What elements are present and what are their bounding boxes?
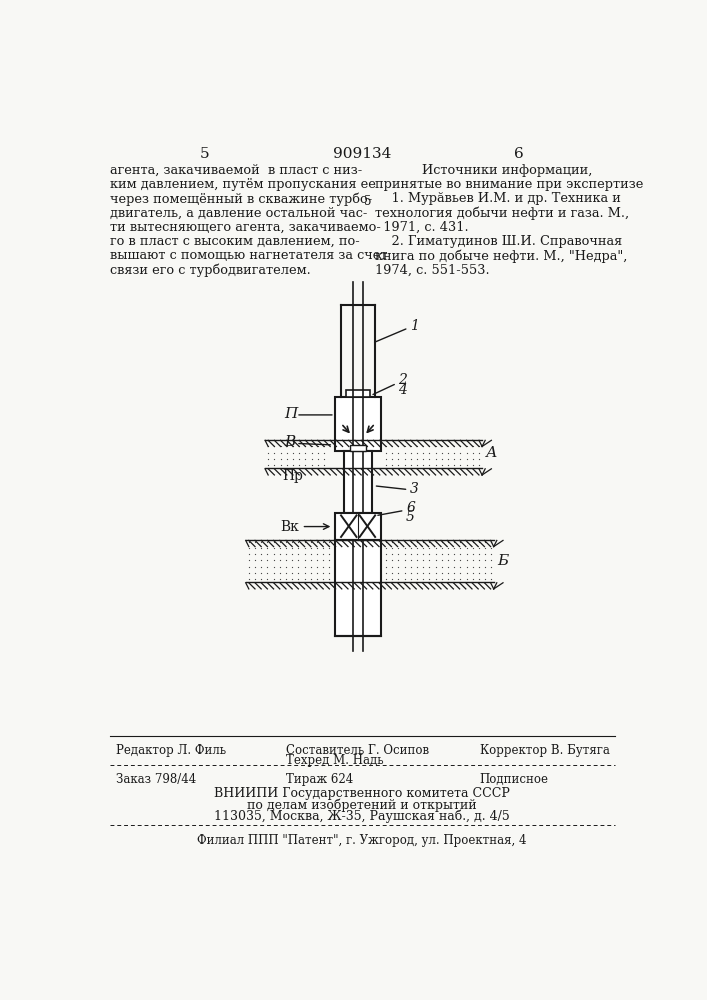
Text: Б: Б (498, 554, 509, 568)
Text: ти вытесняющего агента, закачиваемо-: ти вытесняющего агента, закачиваемо- (110, 221, 381, 234)
Text: по делам изобретений и открытий: по делам изобретений и открытий (247, 798, 477, 812)
Text: Составитель Г. Осипов: Составитель Г. Осипов (286, 744, 429, 757)
Text: Источники информации,: Источники информации, (421, 164, 592, 177)
Text: А: А (486, 446, 498, 460)
Text: 3: 3 (410, 482, 419, 496)
Bar (346, 389, 370, 397)
Text: 6: 6 (513, 147, 523, 161)
Text: связи его с турбодвигателем.: связи его с турбодвигателем. (110, 264, 311, 277)
Bar (344, 451, 372, 513)
Text: 1: 1 (410, 319, 419, 333)
Text: ким давлением, путём пропускания ее: ким давлением, путём пропускания ее (110, 178, 376, 191)
Text: Техред М. Надь: Техред М. Надь (286, 754, 384, 767)
Text: агента, закачиваемой  в пласт с низ-: агента, закачиваемой в пласт с низ- (110, 164, 362, 177)
Text: ВНИИПИ Государственного комитета СССР: ВНИИПИ Государственного комитета СССР (214, 787, 510, 800)
Text: 113035, Москва, Ж-35, Раушская наб., д. 4/5: 113035, Москва, Ж-35, Раушская наб., д. … (214, 810, 510, 823)
Text: Филиал ППП "Патент", г. Ужгород, ул. Проектная, 4: Филиал ППП "Патент", г. Ужгород, ул. Про… (197, 834, 527, 847)
Text: двигатель, а давление остальной час-: двигатель, а давление остальной час- (110, 207, 368, 220)
Bar (335, 513, 381, 540)
Text: Подписное: Подписное (480, 773, 549, 786)
Text: П: П (284, 407, 298, 421)
Bar (335, 540, 381, 636)
Bar (335, 397, 381, 451)
Text: го в пласт с высоким давлением, по-: го в пласт с высоким давлением, по- (110, 235, 360, 248)
Text: 1974, с. 551-553.: 1974, с. 551-553. (375, 264, 490, 277)
Bar (341, 305, 375, 397)
Text: 1. Мурăвьев И.М. и др. Техника и: 1. Мурăвьев И.М. и др. Техника и (375, 192, 621, 205)
Text: В: В (284, 435, 296, 449)
Text: Заказ 798/44: Заказ 798/44 (115, 773, 196, 786)
Text: 5: 5 (406, 510, 415, 524)
Text: 2. Гиматудинов Ш.И. Справочная: 2. Гиматудинов Ш.И. Справочная (375, 235, 622, 248)
Text: Корректор В. Бутяга: Корректор В. Бутяга (480, 744, 609, 757)
Text: технология добычи нефти и газа. М.,: технология добычи нефти и газа. М., (375, 207, 629, 220)
Text: 2: 2 (397, 373, 407, 387)
Text: 1971, с. 431.: 1971, с. 431. (375, 221, 469, 234)
Text: Тираж 624: Тираж 624 (286, 773, 354, 786)
Bar (351, 445, 366, 451)
Text: 6: 6 (406, 501, 415, 515)
Text: книга по добыче нефти. М., "Недра",: книга по добыче нефти. М., "Недра", (375, 249, 628, 263)
Text: 5: 5 (363, 195, 371, 208)
Text: через помещённый в скважине турбо-: через помещённый в скважине турбо- (110, 192, 373, 206)
Text: Вк: Вк (281, 520, 300, 534)
Text: вышают с помощью нагнетателя за счет: вышают с помощью нагнетателя за счет (110, 249, 387, 262)
Text: Пр: Пр (282, 469, 303, 483)
Text: 4: 4 (397, 382, 407, 396)
Text: 5: 5 (200, 147, 209, 161)
Text: Редактор Л. Филь: Редактор Л. Филь (115, 744, 226, 757)
Text: 909134: 909134 (333, 147, 391, 161)
Text: принятые во внимание при экспертизе: принятые во внимание при экспертизе (375, 178, 643, 191)
